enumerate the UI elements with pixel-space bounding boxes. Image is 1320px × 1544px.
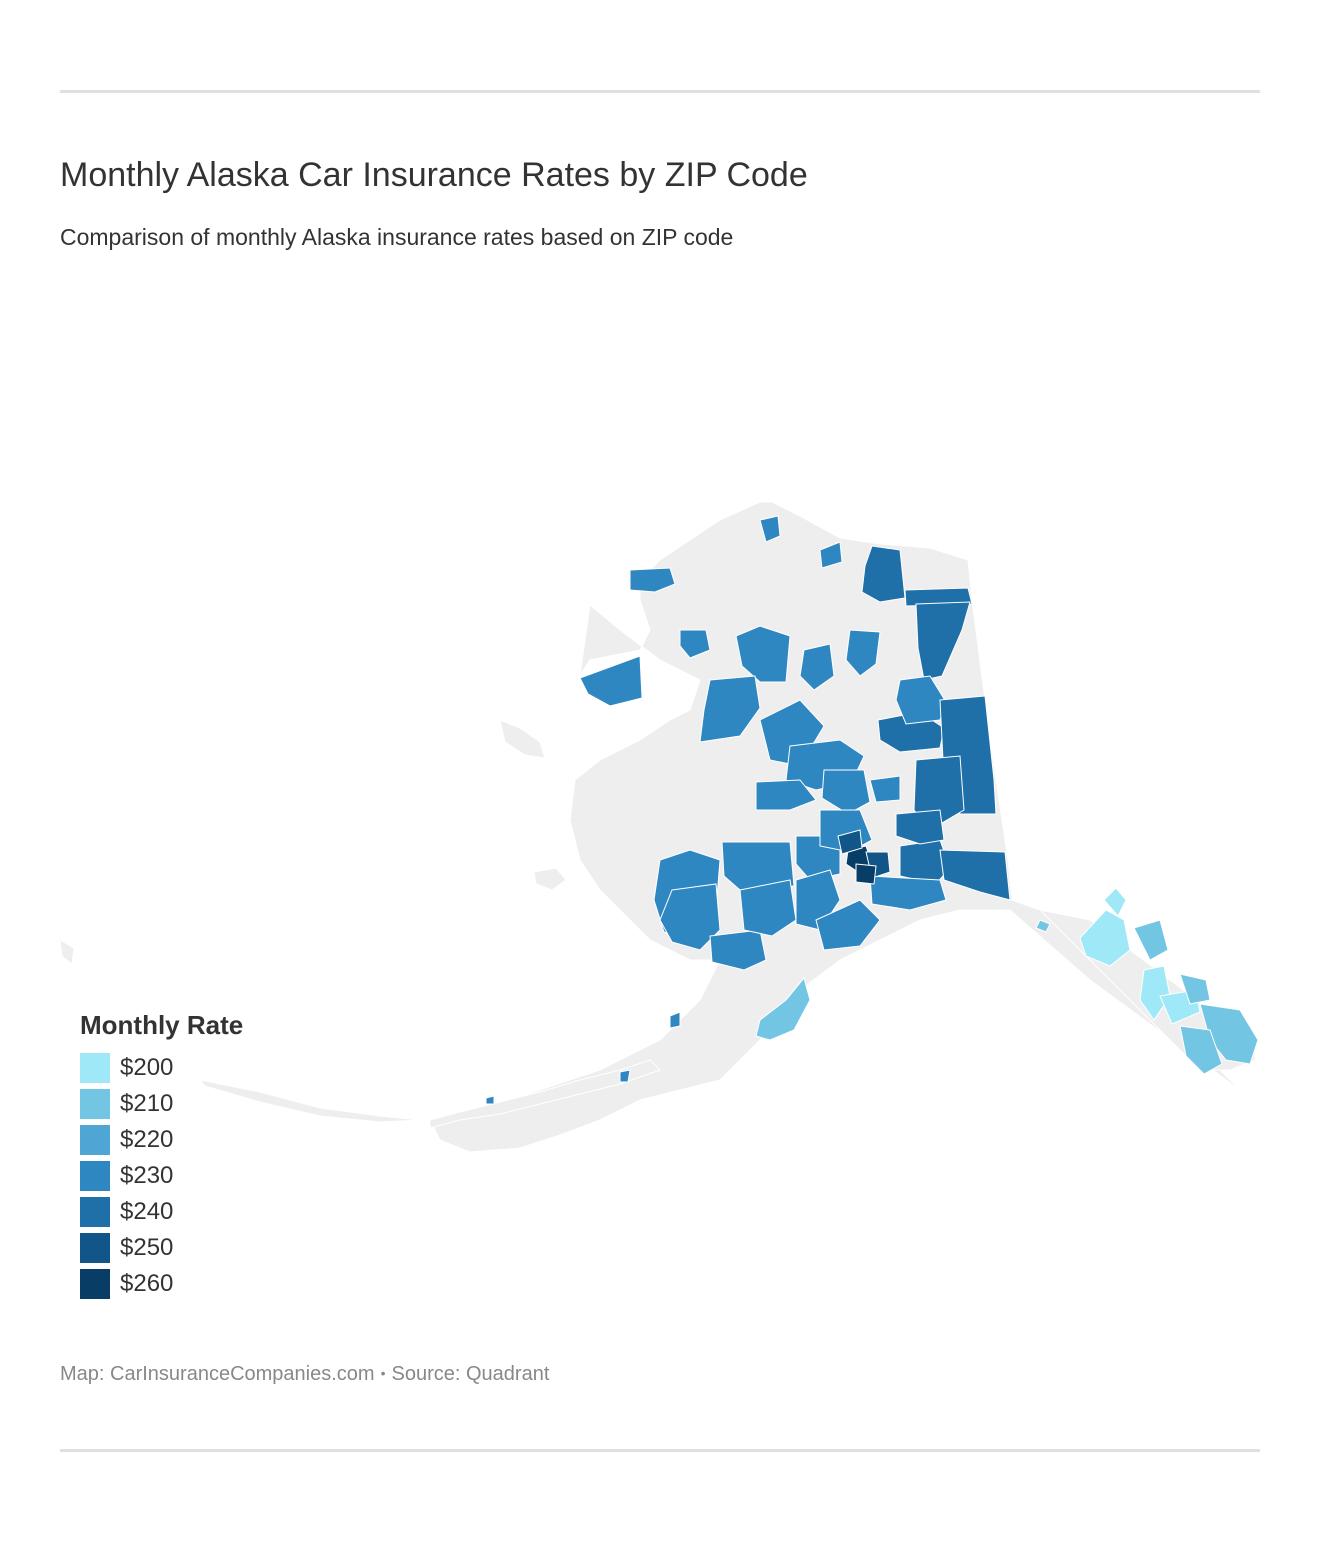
region-bristol-bay	[659, 883, 721, 951]
legend-label: $260	[120, 1270, 174, 1297]
region-brooks-range	[915, 601, 971, 681]
region-delta	[869, 775, 901, 803]
map-legend: Monthly Rate $200 $210 $220 $230 $240 $250 $26…	[80, 1008, 243, 1302]
region-wrangell	[1179, 973, 1211, 1005]
page-subtitle: Comparison of monthly Alaska insurance r…	[60, 224, 734, 250]
region-alaska-peninsula-2	[619, 1069, 631, 1083]
region-glacier-bay	[1035, 919, 1051, 933]
page-title: Monthly Alaska Car Insurance Rates by ZI…	[60, 156, 808, 194]
region-nenana	[755, 779, 817, 811]
region-kodiak	[755, 976, 811, 1041]
region-seward-peninsula	[679, 629, 711, 659]
legend-item: $260	[80, 1266, 243, 1302]
legend-swatch	[80, 1197, 110, 1227]
footer-credits: Map: CarInsuranceCompanies.com • Source: Q…	[60, 1363, 549, 1386]
legend-label: $220	[120, 1126, 174, 1153]
legend-label: $200	[120, 1054, 174, 1081]
region-yakutat-se	[1079, 909, 1131, 967]
legend-item: $210	[80, 1086, 243, 1122]
region-north-slope-strip	[904, 587, 973, 607]
legend-swatch	[80, 1125, 110, 1155]
region-prince-william-sound	[869, 875, 947, 911]
source-credit: Source: Quadrant	[391, 1363, 550, 1385]
separator-dot: •	[380, 1365, 386, 1381]
map-regions	[485, 515, 1259, 1105]
region-sitka	[1139, 965, 1171, 1021]
legend-swatch	[80, 1053, 110, 1083]
legend-items: $200 $210 $220 $230 $240 $250 $260	[80, 1050, 243, 1302]
region-anchorage-4	[855, 863, 877, 885]
region-juneau	[1133, 919, 1169, 961]
region-anchorage-3	[837, 829, 863, 855]
legend-item: $230	[80, 1158, 243, 1194]
legend-swatch	[80, 1233, 110, 1263]
map-credit: Map: CarInsuranceCompanies.com	[60, 1363, 375, 1385]
region-valdez	[895, 809, 945, 845]
region-alaska-peninsula-1	[669, 1011, 681, 1029]
aleutian-chain	[429, 1059, 661, 1129]
region-tanana	[821, 769, 871, 815]
legend-item: $240	[80, 1194, 243, 1230]
region-koyukuk	[699, 675, 761, 743]
region-aleutian-speck	[485, 1095, 495, 1105]
legend-swatch	[80, 1089, 110, 1119]
legend-item: $250	[80, 1230, 243, 1266]
region-haines	[1103, 887, 1127, 917]
island-st-lawrence	[499, 719, 546, 759]
top-divider	[60, 90, 1260, 93]
alaska-map[interactable]	[0, 480, 1320, 1160]
legend-label: $210	[120, 1090, 174, 1117]
legend-swatch	[80, 1269, 110, 1299]
region-kobuk	[799, 643, 835, 691]
island-nunivak	[533, 867, 567, 891]
region-northern-interior	[845, 629, 881, 677]
legend-label: $240	[120, 1198, 174, 1225]
legend-label: $250	[120, 1234, 174, 1261]
legend-swatch	[80, 1161, 110, 1191]
region-yakutat	[939, 849, 1011, 901]
region-yukon-flats	[895, 675, 947, 725]
region-north-slope-east	[861, 545, 906, 603]
island-attu	[59, 939, 75, 965]
legend-title: Monthly Rate	[80, 1010, 244, 1040]
legend-item: $200	[80, 1050, 243, 1086]
bottom-divider	[60, 1449, 1260, 1452]
legend-item: $220	[80, 1122, 243, 1158]
region-kenai-south	[815, 899, 881, 951]
region-north-arc	[759, 515, 781, 543]
region-kotzebue	[579, 655, 643, 707]
region-noatak	[735, 625, 791, 683]
legend-label: $230	[120, 1162, 174, 1189]
region-prince-of-wales	[1179, 1025, 1223, 1075]
alaska-map-svg	[59, 501, 1259, 1153]
aleutian-west	[198, 1079, 421, 1123]
region-dillingham	[709, 929, 767, 971]
region-iliamna	[739, 879, 797, 937]
region-colville	[819, 541, 843, 569]
region-northwest-coast	[629, 567, 676, 593]
